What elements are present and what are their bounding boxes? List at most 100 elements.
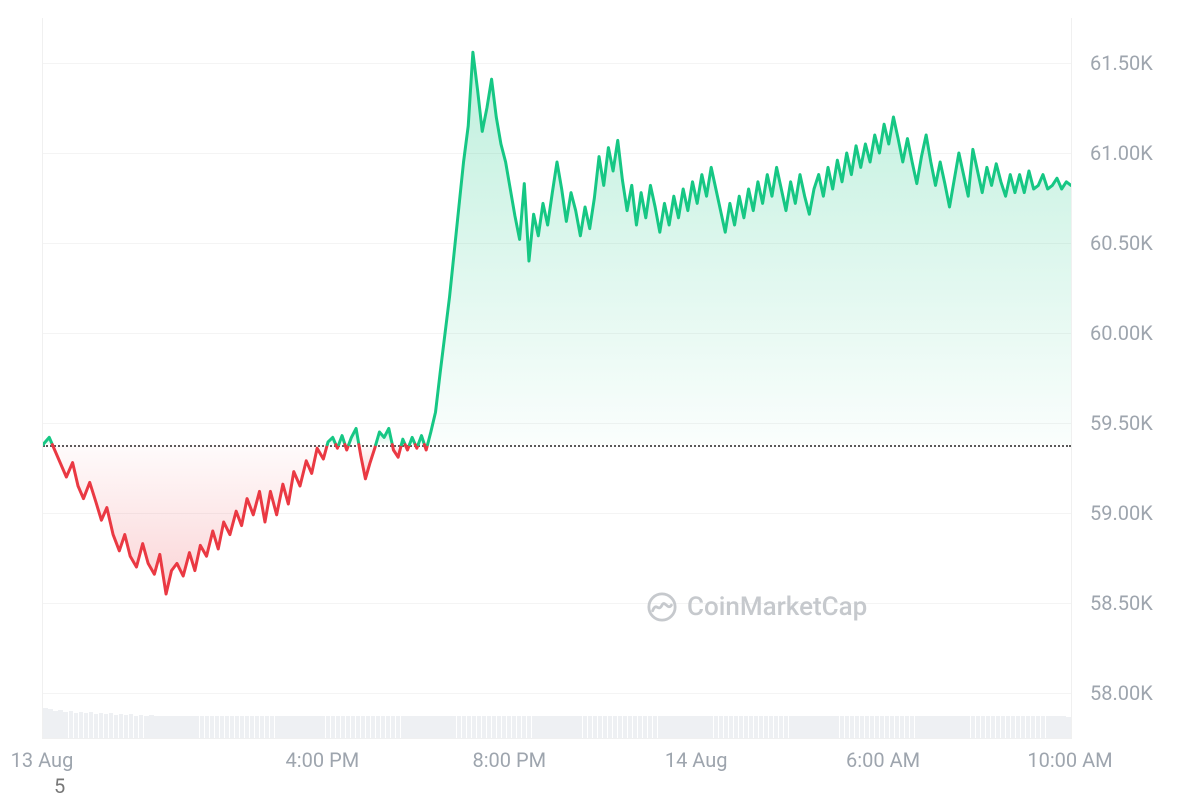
volume-bar [341,716,345,738]
volume-bar [285,716,289,738]
volume-bar [1016,716,1020,738]
volume-bar [779,716,783,738]
volume-bar [557,716,561,738]
y-axis-label: 60.00K [1090,321,1153,345]
volume-bar [809,716,813,738]
volume-bar [1006,716,1010,738]
volume-bar [99,713,103,738]
volume-bar [532,716,536,738]
volume-bar [784,716,788,738]
volume-bar [119,714,123,738]
volume-bar [426,716,430,738]
volume-bar [220,716,224,738]
volume-bar [769,716,773,738]
plot-area[interactable] [42,18,1072,739]
volume-bar [628,716,632,738]
volume-bar [960,716,964,738]
volume-bar [986,716,990,738]
volume-bar [310,716,314,738]
volume-bar [371,716,375,738]
volume-bar [497,716,501,738]
volume-bar [63,712,67,738]
volume-bar [663,716,667,738]
volume-bar [94,714,98,738]
volume-bar [250,716,254,738]
volume-bar [865,716,869,738]
price-svg [43,18,1071,738]
volume-bar [320,716,324,738]
volume-bar [1026,716,1030,738]
volume-bar [885,716,889,738]
volume-bar [724,716,728,738]
volume-bar [714,716,718,738]
volume-bar [643,716,647,738]
volume-bar [124,715,128,738]
volume-bar [179,716,183,738]
volume-bars [43,648,1071,738]
volume-bar [542,716,546,738]
volume-bar [502,716,506,738]
volume-bar [880,716,884,738]
volume-bar [290,716,294,738]
volume-bar [376,716,380,738]
volume-bar [361,716,365,738]
volume-bar [991,716,995,738]
volume-bar [829,716,833,738]
volume-bar [905,716,909,738]
volume-bar [794,716,798,738]
volume-bar [134,716,138,738]
volume-bar [653,716,657,738]
volume-bar [169,716,173,738]
volume-bar [834,716,838,738]
volume-bar [386,716,390,738]
volume-bar [971,716,975,738]
volume-bar [633,716,637,738]
volume-bar [507,716,511,738]
volume-bar [512,716,516,738]
watermark-logo: CoinMarketCap [647,592,867,622]
volume-bar [945,716,949,738]
volume-bar [693,716,697,738]
volume-bar [467,716,471,738]
volume-bar [572,716,576,738]
volume-bar [890,716,894,738]
volume-bar [104,714,108,738]
volume-bar [703,716,707,738]
volume-bar [734,716,738,738]
volume-bar [618,716,622,738]
volume-bar [159,716,163,738]
volume-bar [477,716,481,738]
volume-bar [996,716,1000,738]
volume-bar [623,716,627,738]
watermark-text: CoinMarketCap [687,592,867,622]
volume-bar [593,716,597,738]
volume-bar [446,716,450,738]
volume-bar [613,716,617,738]
volume-bar [981,716,985,738]
volume-bar [260,716,264,738]
volume-bar [391,716,395,738]
volume-bar [366,716,370,738]
volume-bar [668,716,672,738]
volume-bar [739,716,743,738]
volume-bar [799,716,803,738]
volume-bar [457,716,461,738]
volume-bar [1011,716,1015,738]
volume-bar [129,714,133,738]
volume-bar [900,716,904,738]
volume-bar [638,716,642,738]
y-axis-label: 61.00K [1090,141,1153,165]
volume-bar [315,716,319,738]
volume-bar [154,716,158,738]
volume-bar [729,716,733,738]
volume-bar [43,708,47,738]
volume-bar [194,716,198,738]
volume-bar [824,716,828,738]
volume-bar [845,716,849,738]
volume-bar [270,716,274,738]
volume-bar [441,716,445,738]
volume-bar [1021,716,1025,738]
volume-bar [326,716,330,738]
volume-bar [648,716,652,738]
volume-bar [1066,717,1070,738]
